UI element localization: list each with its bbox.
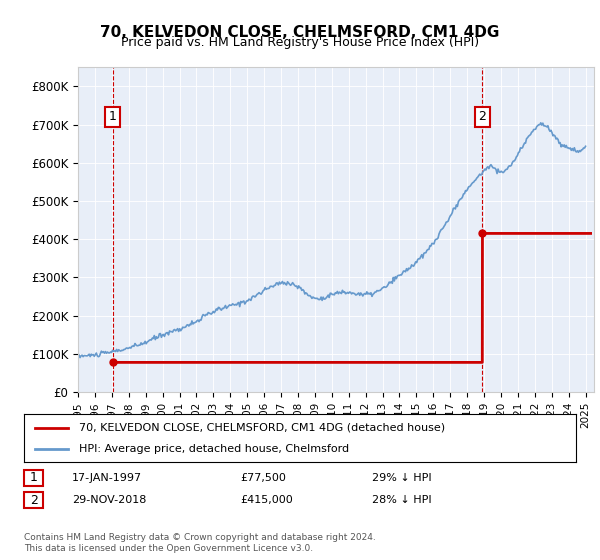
Text: 1: 1: [109, 110, 116, 123]
Text: 70, KELVEDON CLOSE, CHELMSFORD, CM1 4DG: 70, KELVEDON CLOSE, CHELMSFORD, CM1 4DG: [100, 25, 500, 40]
Text: 1: 1: [29, 471, 38, 484]
Text: HPI: Average price, detached house, Chelmsford: HPI: Average price, detached house, Chel…: [79, 444, 349, 454]
Text: 2: 2: [29, 493, 38, 507]
Text: 29% ↓ HPI: 29% ↓ HPI: [372, 473, 431, 483]
Text: Price paid vs. HM Land Registry's House Price Index (HPI): Price paid vs. HM Land Registry's House …: [121, 36, 479, 49]
Text: 29-NOV-2018: 29-NOV-2018: [72, 495, 146, 505]
Text: £77,500: £77,500: [240, 473, 286, 483]
Text: 2: 2: [479, 110, 487, 123]
Text: 70, KELVEDON CLOSE, CHELMSFORD, CM1 4DG (detached house): 70, KELVEDON CLOSE, CHELMSFORD, CM1 4DG …: [79, 423, 445, 433]
Text: 17-JAN-1997: 17-JAN-1997: [72, 473, 142, 483]
Text: £415,000: £415,000: [240, 495, 293, 505]
Text: 28% ↓ HPI: 28% ↓ HPI: [372, 495, 431, 505]
Text: Contains HM Land Registry data © Crown copyright and database right 2024.
This d: Contains HM Land Registry data © Crown c…: [24, 533, 376, 553]
